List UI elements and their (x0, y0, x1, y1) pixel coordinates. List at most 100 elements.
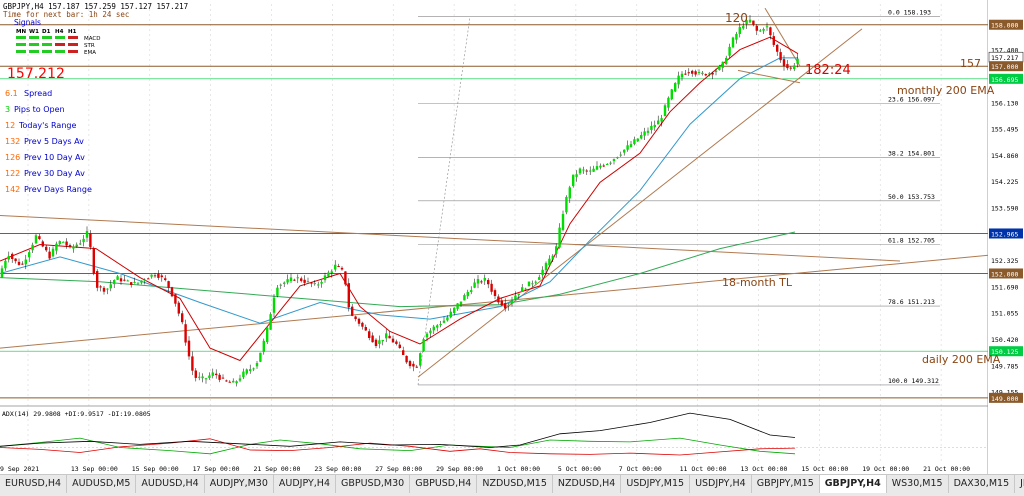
bull-candle (793, 65, 796, 70)
bull-candle (643, 131, 646, 136)
symbol-tab[interactable]: GBPJPY,M15 (752, 475, 820, 493)
bull-candle (463, 295, 466, 301)
bull-candle (136, 282, 140, 284)
bull-candle (208, 375, 211, 378)
symbol-tab[interactable]: GBPUSD,H4 (410, 475, 478, 493)
bull-candle (640, 134, 643, 139)
bear-candle (65, 241, 68, 246)
bull-candle (483, 277, 486, 281)
indicator-label: STR (84, 43, 95, 49)
bull-candle (612, 159, 616, 162)
bull-candle (718, 65, 721, 70)
bear-candle (691, 70, 694, 74)
bear-candle (99, 286, 102, 288)
bear-candle (711, 72, 714, 75)
bull-candle (592, 168, 595, 172)
symbol-tab[interactable]: NZDUSD,H4 (553, 475, 622, 493)
bull-candle (436, 325, 439, 328)
info-value: 142 (5, 185, 20, 194)
price-tick: 155.495 (991, 126, 1018, 134)
bull-candle (606, 163, 609, 165)
bear-candle (364, 327, 367, 331)
time-tick: 17 Sep 00:00 (193, 465, 240, 473)
symbol-tab[interactable]: AUDUSD,M5 (67, 475, 137, 493)
bear-candle (21, 263, 24, 265)
bull-candle (330, 271, 333, 274)
label-182-24: 182:24 (805, 63, 851, 78)
symbol-tab[interactable]: AUDJPY,M30 (205, 475, 274, 493)
price-badge-label: 149.000 (991, 395, 1018, 403)
price-axis: 158.000157.400156.765156.130155.495154.8… (988, 0, 1024, 474)
price-chart: 0.0 158.193 23.6 156.097 38.2 154.801 50.0 … (0, 0, 1024, 474)
bull-candle (796, 58, 799, 64)
bear-candle (89, 233, 92, 247)
signal-block (16, 50, 26, 53)
bull-candle (72, 246, 75, 249)
bull-candle (572, 174, 575, 187)
bull-candle (306, 281, 310, 283)
bull-candle (266, 327, 269, 343)
bear-candle (402, 350, 405, 355)
time-tick: 23 Sep 00:00 (314, 465, 361, 473)
bear-candle (160, 275, 163, 278)
bull-candle (575, 174, 578, 177)
symbol-tab[interactable]: JP225,Weekly (1015, 475, 1024, 493)
bear-candle (493, 290, 497, 297)
symbol-tab[interactable]: DAX30,M15 (949, 475, 1016, 493)
symbol-tab[interactable]: AUDUSD,H4 (136, 475, 205, 493)
time-tick: 5 Oct 00:00 (558, 465, 601, 473)
signal-block (42, 43, 52, 46)
price-badge-label: 157.217 (991, 54, 1018, 62)
fib-label: 78.6 151.213 (888, 298, 935, 306)
bull-candle (748, 19, 752, 23)
bull-candle (517, 293, 520, 295)
bull-candle (7, 255, 10, 260)
horizontal-levels (0, 24, 988, 399)
symbol-tab[interactable]: EURUSD,H4 (0, 475, 68, 493)
symbol-tab[interactable]: USDJPY,M15 (621, 475, 691, 493)
symbol-tab[interactable]: GBPJPY,H4 (819, 475, 887, 493)
signal-block (16, 43, 26, 46)
symbol-tab[interactable]: GBPUSD,M30 (336, 475, 411, 493)
bull-candle (544, 262, 548, 271)
bear-candle (17, 261, 21, 265)
signal-block (42, 36, 52, 39)
bear-candle (218, 374, 221, 380)
bear-candle (92, 248, 95, 274)
bull-candle (629, 144, 633, 147)
time-tick: 13 Sep 00:00 (71, 465, 118, 473)
symbol-tab[interactable]: WS30,M15 (887, 475, 949, 493)
signal-block (29, 50, 39, 53)
bear-candle (752, 20, 755, 25)
bull-candle (565, 196, 568, 213)
info-label: Today's Range (18, 121, 76, 130)
symbol-tab[interactable]: AUDJPY,H4 (274, 475, 336, 493)
bull-candle (561, 213, 565, 230)
symbol-tab[interactable]: NZDUSD,M15 (477, 475, 553, 493)
signal-block (68, 50, 78, 53)
time-tick: 21 Sep 00:00 (254, 465, 301, 473)
time-tick: 15 Sep 00:00 (132, 465, 179, 473)
bull-candle (289, 277, 293, 282)
bull-candle (378, 340, 381, 344)
price-badge-label: 152.000 (991, 270, 1018, 278)
bull-candle (34, 235, 38, 244)
adx-line (0, 412, 796, 448)
bull-candle (697, 72, 701, 74)
bull-candle (201, 376, 204, 379)
bear-candle (300, 278, 303, 281)
bull-candle (453, 307, 456, 314)
symbol-tab[interactable]: USDJPY,H4 (690, 475, 752, 493)
bear-candle (45, 246, 48, 251)
time-tick: 11 Oct 00:00 (680, 465, 727, 473)
price-badge (989, 73, 1023, 84)
bear-candle (293, 279, 296, 281)
bear-candle (772, 36, 775, 45)
bull-candle (521, 287, 524, 292)
bull-candle (551, 255, 554, 260)
timeframe-label: W1 (29, 29, 39, 35)
bull-candle (595, 166, 599, 170)
bull-candle (623, 149, 626, 153)
bull-candle (85, 230, 89, 238)
